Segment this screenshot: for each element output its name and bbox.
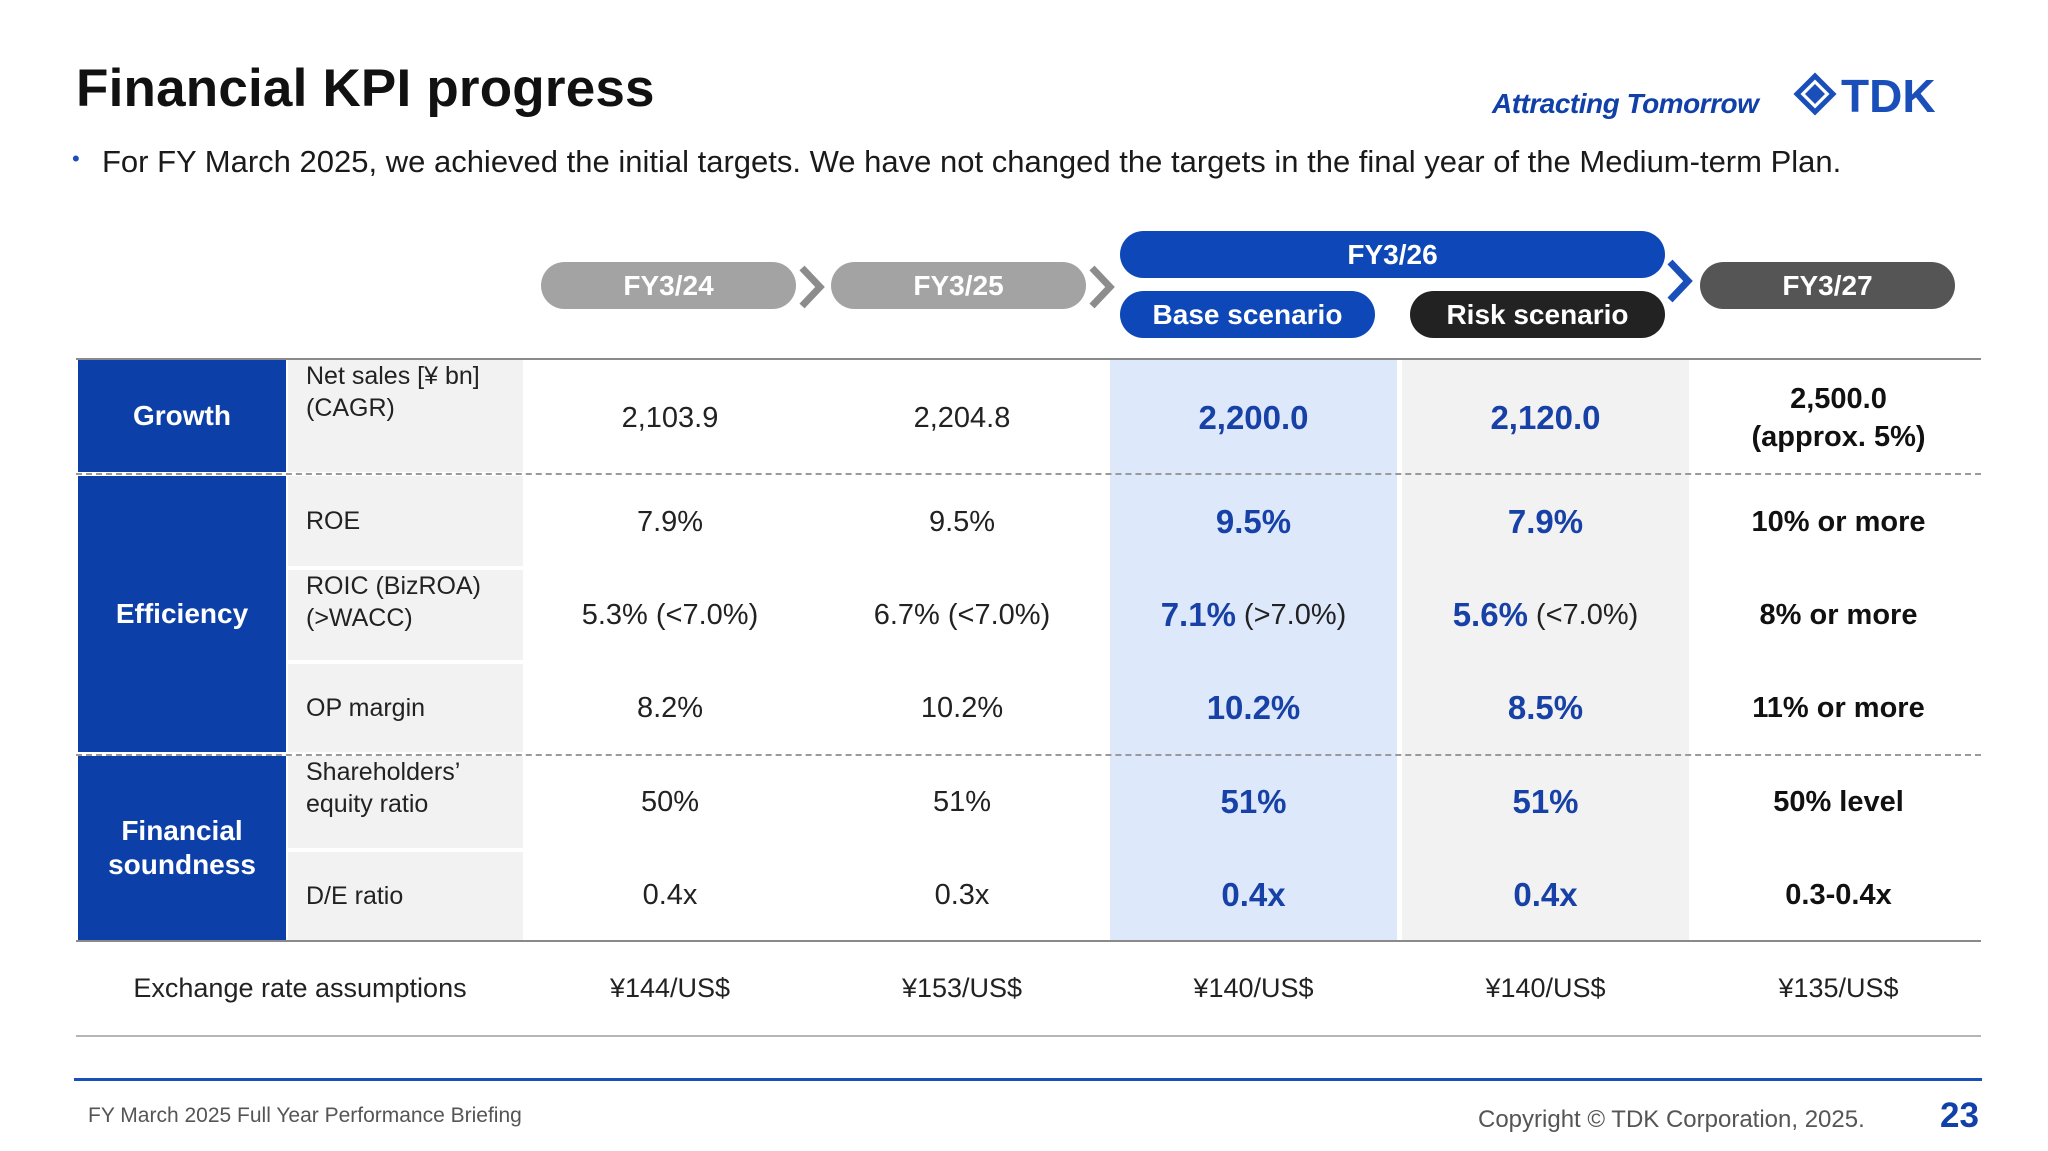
row-label-line2: equity ratio <box>306 790 429 818</box>
cell-fy24: 5.3% (<7.0%) <box>581 598 759 631</box>
row-label-de-ratio: D/E ratio <box>288 852 523 940</box>
cell-base: 7.1% (>7.0%) <box>1160 596 1347 633</box>
cell-fy27: 50% level <box>1773 786 1904 818</box>
row-separator <box>76 754 1981 756</box>
chevron-right-icon <box>799 265 825 309</box>
cell-base: 10.2% <box>1206 689 1301 726</box>
cell-risk: 5.6% (<7.0%) <box>1452 596 1639 633</box>
category-soundness-line2: soundness <box>108 849 256 880</box>
row-label-net-sales: Net sales [¥ bn] (CAGR) <box>288 360 523 472</box>
category-growth: Growth <box>78 360 286 472</box>
cell-base: 0.4x <box>1221 876 1286 913</box>
table-bottom-rule <box>76 940 1981 942</box>
risk-scenario-column-bg <box>1402 360 1689 940</box>
exchange-bottom-rule <box>76 1035 1981 1037</box>
cell-fy25: 10.2% <box>920 691 1004 724</box>
cell-base: 9.5% <box>1215 503 1292 540</box>
table-top-rule <box>76 358 1981 360</box>
cell-fy24: 0.4x <box>642 878 698 911</box>
bullet-icon: • <box>72 146 80 171</box>
footer-briefing-title: FY March 2025 Full Year Performance Brie… <box>88 1104 522 1127</box>
cell-fy25: 2,204.8 <box>913 401 1011 434</box>
cell-fy24: 50% <box>640 785 700 818</box>
row-label-roic: ROIC (BizROA) (>WACC) <box>288 570 523 660</box>
cell-fy27: 10% or more <box>1751 506 1926 538</box>
chevron-right-icon <box>1667 259 1693 303</box>
column-header-fy27: FY3/27 <box>1700 262 1955 309</box>
row-label-roe: ROE <box>288 476 523 566</box>
cell-risk: 0.4x <box>1513 876 1578 913</box>
category-efficiency: Efficiency <box>78 476 286 752</box>
cell-base: 51% <box>1220 783 1287 820</box>
exchange-rate-fy27: ¥135/US$ <box>1778 972 1899 1003</box>
base-scenario-column-bg <box>1110 360 1397 940</box>
exchange-rate-base: ¥140/US$ <box>1193 972 1314 1003</box>
column-header-fy25: FY3/25 <box>831 262 1086 309</box>
row-separator <box>76 473 1981 475</box>
cell-risk: 51% <box>1512 783 1579 820</box>
cell-fy27: 11% or more <box>1752 692 1925 724</box>
chevron-right-icon <box>1089 265 1115 309</box>
row-label-line2: (CAGR) <box>306 394 395 422</box>
cell-fy27: 0.3-0.4x <box>1785 879 1892 911</box>
summary-bullet: For FY March 2025, we achieved the initi… <box>102 144 1842 179</box>
target-line2: (approx. 5%) <box>1751 421 1926 453</box>
category-soundness-line1: Financial <box>121 815 243 846</box>
cell-fy24: 2,103.9 <box>621 401 719 434</box>
cell-fy24: 8.2% <box>636 691 704 724</box>
row-label-line1: Shareholders’ <box>306 758 461 786</box>
column-header-risk-scenario: Risk scenario <box>1410 291 1665 338</box>
cell-base: 2,200.0 <box>1198 399 1309 436</box>
column-header-base-scenario: Base scenario <box>1120 291 1375 338</box>
category-financial-soundness: Financial soundness <box>78 756 286 940</box>
footer-rule <box>74 1078 1982 1081</box>
cell-risk: 8.5% <box>1507 689 1584 726</box>
exchange-rate-fy24: ¥144/US$ <box>609 972 731 1003</box>
row-label-equity-ratio: Shareholders’ equity ratio <box>288 756 523 848</box>
column-header-fy24: FY3/24 <box>541 262 796 309</box>
logo-text: TDK <box>1841 72 1936 122</box>
page-title: Financial KPI progress <box>76 59 655 118</box>
cell-risk: 7.9% <box>1507 503 1584 540</box>
brand-tagline: Attracting Tomorrow <box>1492 88 1759 119</box>
footer-copyright: Copyright © TDK Corporation, 2025. <box>1478 1106 1865 1133</box>
cell-fy27: 2,500.0 (approx. 5%) <box>1697 376 1980 460</box>
row-label-line1: Net sales [¥ bn] <box>306 362 480 390</box>
row-label-op-margin: OP margin <box>288 664 523 752</box>
page-number: 23 <box>1940 1096 1979 1135</box>
cell-fy25: 9.5% <box>928 505 996 538</box>
row-label-line2: (>WACC) <box>306 604 413 632</box>
row-label-line1: ROIC (BizROA) <box>306 572 481 600</box>
exchange-rate-label: Exchange rate assumptions <box>133 972 467 1003</box>
cell-risk: 2,120.0 <box>1490 399 1601 436</box>
exchange-rate-risk: ¥140/US$ <box>1485 972 1606 1003</box>
target-line1: 2,500.0 <box>1790 383 1887 415</box>
cell-fy25: 6.7% (<7.0%) <box>873 598 1051 631</box>
cell-fy25: 0.3x <box>934 878 990 911</box>
cell-fy27: 8% or more <box>1759 599 1918 631</box>
cell-fy24: 7.9% <box>636 505 704 538</box>
exchange-rate-fy25: ¥153/US$ <box>901 972 1023 1003</box>
tdk-logo: TDK <box>1793 72 1936 122</box>
column-header-fy26: FY3/26 <box>1120 231 1665 278</box>
cell-fy25: 51% <box>932 785 992 818</box>
